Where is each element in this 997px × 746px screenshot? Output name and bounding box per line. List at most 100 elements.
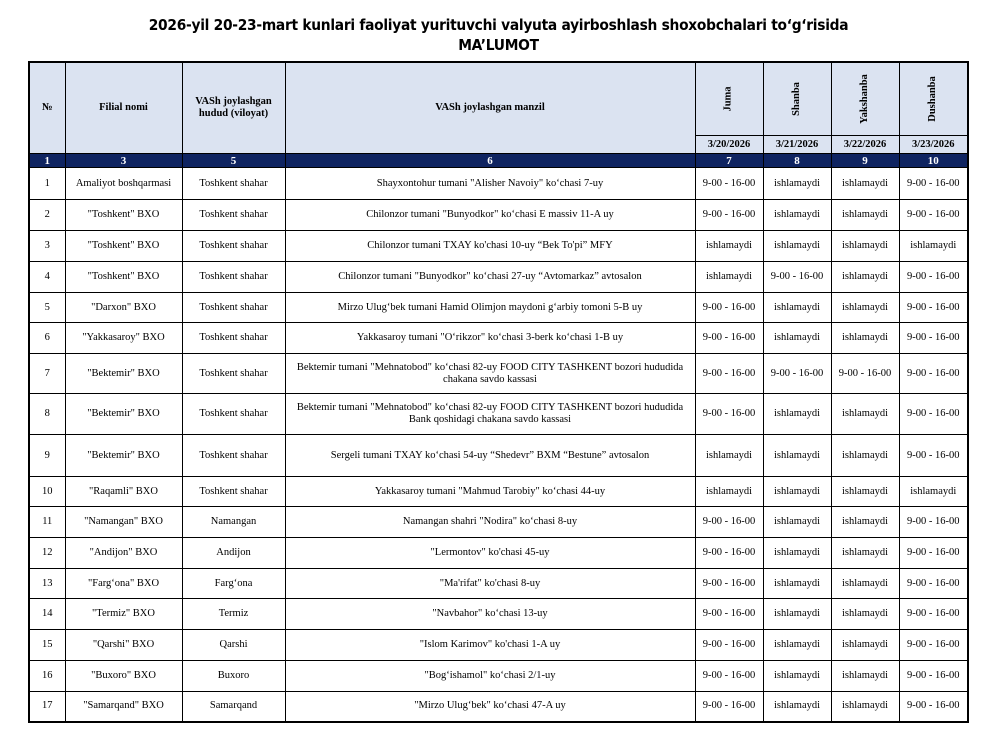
header-day: Yakshanba bbox=[830, 61, 900, 136]
schedule-cell: ishlamaydi bbox=[830, 261, 900, 293]
row-number: 10 bbox=[28, 476, 66, 507]
schedule-cell: ishlamaydi bbox=[830, 167, 900, 200]
header-branch: Filial nomi bbox=[64, 61, 183, 154]
table-row: 8 "Bektemir" BXO Toshkent shahar Bektemir t… bbox=[28, 393, 969, 435]
schedule-cell: ishlamaydi bbox=[762, 506, 832, 538]
schedule-cell: 9-00 - 16-00 bbox=[898, 261, 969, 293]
schedule-cell: 9-00 - 16-00 bbox=[694, 629, 764, 661]
header-address: VASh joylashgan manzil bbox=[284, 61, 696, 154]
schedule-cell: ishlamaydi bbox=[830, 629, 900, 661]
schedule-cell: ishlamaydi bbox=[762, 292, 832, 323]
schedule-cell: ishlamaydi bbox=[762, 598, 832, 630]
table-row: 9 "Bektemir" BXO Toshkent shahar Sergeli tu… bbox=[28, 434, 969, 477]
schedule-cell: ishlamaydi bbox=[762, 691, 832, 722]
address: Chilonzor tumani "Bunyodkor" ko‘chasi 27… bbox=[284, 261, 696, 293]
schedule-cell: 9-00 - 16-00 bbox=[694, 353, 764, 394]
branch-name: "Farg‘ona" BXO bbox=[64, 568, 183, 599]
header-no: № bbox=[28, 61, 66, 154]
schedule-cell: ishlamaydi bbox=[830, 199, 900, 231]
branch-name: "Andijon" BXO bbox=[64, 537, 183, 569]
schedule-cell: ishlamaydi bbox=[694, 476, 764, 507]
schedule-cell: 9-00 - 16-00 bbox=[898, 353, 969, 394]
address: Namangan shahri "Nodira" ko‘chasi 8-uy bbox=[284, 506, 696, 538]
schedule-cell: ishlamaydi bbox=[762, 568, 832, 599]
schedule-cell: 9-00 - 16-00 bbox=[898, 506, 969, 538]
branch-name: Amaliyot boshqarmasi bbox=[64, 167, 183, 200]
schedule-cell: 9-00 - 16-00 bbox=[694, 660, 764, 692]
schedule-cell: ishlamaydi bbox=[830, 506, 900, 538]
row-number: 3 bbox=[28, 230, 66, 262]
region: Toshkent shahar bbox=[181, 322, 286, 354]
row-number: 11 bbox=[28, 506, 66, 538]
schedule-cell: 9-00 - 16-00 bbox=[898, 434, 969, 477]
region: Toshkent shahar bbox=[181, 476, 286, 507]
table-row: 5 "Darxon" BXO Toshkent shahar Mirzo Ulug‘b… bbox=[28, 292, 969, 323]
schedule-cell: 9-00 - 16-00 bbox=[694, 322, 764, 354]
column-number: 3 bbox=[64, 153, 183, 168]
row-number: 13 bbox=[28, 568, 66, 599]
branch-name: "Qarshi" BXO bbox=[64, 629, 183, 661]
header-date: 3/21/2026 bbox=[762, 135, 832, 154]
header-region: VASh joylashgan hudud (viloyat) bbox=[181, 61, 286, 154]
branch-name: "Darxon" BXO bbox=[64, 292, 183, 323]
schedule-cell: 9-00 - 16-00 bbox=[898, 199, 969, 231]
branch-name: "Toshkent" BXO bbox=[64, 199, 183, 231]
document-title: 2026-yil 20-23-mart kunlari faoliyat yur… bbox=[148, 16, 849, 34]
schedule-cell: 9-00 - 16-00 bbox=[898, 537, 969, 569]
row-number: 7 bbox=[28, 353, 66, 394]
schedule-cell: ishlamaydi bbox=[830, 322, 900, 354]
row-number: 4 bbox=[28, 261, 66, 293]
row-number: 15 bbox=[28, 629, 66, 661]
table-row: 11 "Namangan" BXO Namangan Namangan shahri … bbox=[28, 506, 969, 538]
column-number: 1 bbox=[28, 153, 66, 168]
row-number: 8 bbox=[28, 393, 66, 435]
schedule-cell: 9-00 - 16-00 bbox=[694, 292, 764, 323]
header-day: Juma bbox=[694, 61, 764, 136]
schedule-cell: ishlamaydi bbox=[898, 476, 969, 507]
address: "Lermontov" ko'chasi 45-uy bbox=[284, 537, 696, 569]
header-day: Dushanba bbox=[898, 61, 969, 136]
schedule-cell: 9-00 - 16-00 bbox=[694, 393, 764, 435]
address: "Navbahor" ko‘chasi 13-uy bbox=[284, 598, 696, 630]
schedule-cell: ishlamaydi bbox=[694, 230, 764, 262]
address: Bektemir tumani "Mehnatobod" ko‘chasi 82… bbox=[284, 393, 696, 435]
address: "Mirzo Ulug‘bek" ko‘chasi 47-A uy bbox=[284, 691, 696, 722]
schedule-cell: ishlamaydi bbox=[694, 261, 764, 293]
region: Toshkent shahar bbox=[181, 167, 286, 200]
branch-name: "Bektemir" BXO bbox=[64, 353, 183, 394]
table-row: 7 "Bektemir" BXO Toshkent shahar Bektemir t… bbox=[28, 353, 969, 394]
schedule-cell: ishlamaydi bbox=[830, 660, 900, 692]
schedule-cell: ishlamaydi bbox=[830, 230, 900, 262]
column-number-row: 1 3 5 6 7 8 9 10 bbox=[28, 153, 969, 168]
table-row: 2 "Toshkent" BXO Toshkent shahar Chilonzor … bbox=[28, 199, 969, 231]
row-number: 9 bbox=[28, 434, 66, 477]
schedule-cell: 9-00 - 16-00 bbox=[830, 353, 900, 394]
header-day: Shanba bbox=[762, 61, 832, 136]
schedule-cell: 9-00 - 16-00 bbox=[694, 598, 764, 630]
column-number: 8 bbox=[762, 153, 832, 168]
address: Sergeli tumani TXAY ko‘chasi 54-uy “Shed… bbox=[284, 434, 696, 477]
schedule-cell: ishlamaydi bbox=[830, 568, 900, 599]
branch-name: "Samarqand" BXO bbox=[64, 691, 183, 722]
address: "Islom Karimov" ko'chasi 1-A uy bbox=[284, 629, 696, 661]
table-row: 1 Amaliyot boshqarmasi Toshkent shahar Shay… bbox=[28, 167, 969, 200]
schedule-cell: ishlamaydi bbox=[762, 537, 832, 569]
row-number: 5 bbox=[28, 292, 66, 323]
column-number: 7 bbox=[694, 153, 764, 168]
address: Bektemir tumani "Mehnatobod" ko‘chasi 82… bbox=[284, 353, 696, 394]
region: Buxoro bbox=[181, 660, 286, 692]
schedule-cell: 9-00 - 16-00 bbox=[694, 167, 764, 200]
schedule-cell: ishlamaydi bbox=[830, 537, 900, 569]
header-date: 3/20/2026 bbox=[694, 135, 764, 154]
schedule-cell: 9-00 - 16-00 bbox=[898, 568, 969, 599]
column-number: 9 bbox=[830, 153, 900, 168]
branch-name: "Raqamli" BXO bbox=[64, 476, 183, 507]
region: Namangan bbox=[181, 506, 286, 538]
region: Samarqand bbox=[181, 691, 286, 722]
schedule-cell: ishlamaydi bbox=[830, 292, 900, 323]
column-number: 10 bbox=[898, 153, 969, 168]
row-number: 14 bbox=[28, 598, 66, 630]
table-row: 10 "Raqamli" BXO Toshkent shahar Yakkasaroy… bbox=[28, 476, 969, 507]
schedule-cell: 9-00 - 16-00 bbox=[694, 506, 764, 538]
schedule-cell: ishlamaydi bbox=[762, 322, 832, 354]
